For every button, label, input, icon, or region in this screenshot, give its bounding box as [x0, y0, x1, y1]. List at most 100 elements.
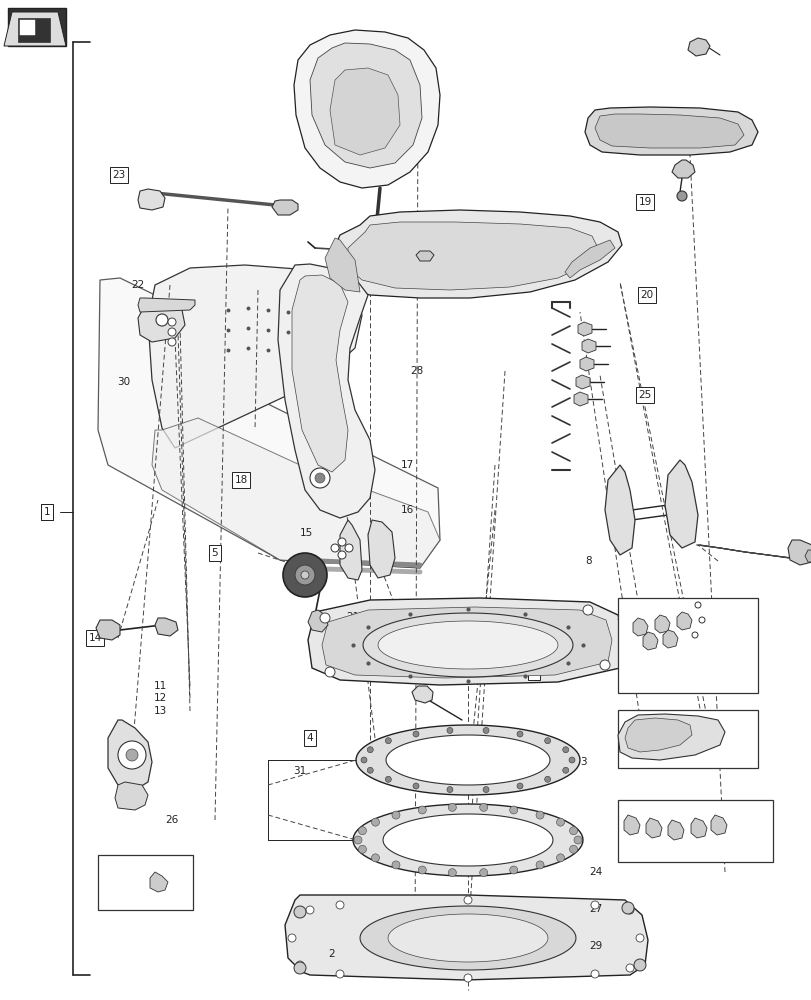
Polygon shape — [687, 38, 709, 56]
Circle shape — [337, 551, 345, 559]
Circle shape — [294, 906, 306, 918]
Polygon shape — [324, 238, 359, 292]
Polygon shape — [690, 818, 706, 838]
Polygon shape — [411, 686, 432, 703]
Circle shape — [599, 660, 609, 670]
Circle shape — [544, 738, 550, 744]
Circle shape — [336, 970, 344, 978]
Polygon shape — [348, 222, 597, 290]
Polygon shape — [573, 392, 587, 406]
Polygon shape — [654, 615, 669, 633]
Circle shape — [483, 787, 488, 793]
Text: 21: 21 — [346, 612, 359, 622]
Circle shape — [301, 571, 309, 579]
Circle shape — [168, 328, 176, 336]
Polygon shape — [285, 895, 647, 980]
Circle shape — [691, 632, 697, 638]
Polygon shape — [617, 602, 721, 620]
Circle shape — [283, 553, 327, 597]
Circle shape — [635, 934, 643, 942]
Polygon shape — [664, 460, 697, 548]
Circle shape — [354, 836, 362, 844]
Circle shape — [392, 811, 400, 819]
Circle shape — [590, 970, 599, 978]
Polygon shape — [663, 630, 677, 648]
Circle shape — [535, 811, 543, 819]
Polygon shape — [322, 607, 611, 678]
Circle shape — [361, 757, 367, 763]
Text: 30: 30 — [118, 377, 131, 387]
Bar — [8, 8, 66, 46]
Circle shape — [320, 613, 329, 623]
Circle shape — [621, 902, 633, 914]
Circle shape — [418, 806, 426, 814]
Polygon shape — [676, 612, 691, 630]
Text: 31: 31 — [293, 766, 307, 776]
Circle shape — [367, 747, 373, 753]
Text: 23: 23 — [112, 170, 126, 180]
Bar — [98, 855, 193, 910]
Text: 20: 20 — [640, 290, 653, 300]
Text: 5: 5 — [212, 548, 218, 558]
Circle shape — [168, 318, 176, 326]
Polygon shape — [155, 618, 178, 636]
Polygon shape — [594, 114, 743, 148]
Circle shape — [331, 544, 338, 552]
Circle shape — [371, 818, 379, 826]
Circle shape — [418, 866, 426, 874]
Circle shape — [625, 906, 633, 914]
Polygon shape — [415, 251, 433, 261]
Circle shape — [569, 827, 577, 835]
Polygon shape — [307, 598, 624, 685]
Polygon shape — [356, 725, 579, 795]
Bar — [617, 710, 757, 768]
Polygon shape — [115, 782, 148, 810]
Circle shape — [590, 901, 599, 909]
Circle shape — [413, 783, 418, 789]
Polygon shape — [18, 18, 50, 42]
Circle shape — [156, 314, 168, 326]
Polygon shape — [96, 620, 120, 640]
Circle shape — [463, 974, 471, 982]
Text: 16: 16 — [400, 505, 413, 515]
Polygon shape — [633, 618, 647, 636]
Bar — [617, 598, 757, 693]
Circle shape — [446, 727, 453, 733]
Circle shape — [556, 854, 564, 862]
Text: 8: 8 — [585, 556, 591, 566]
Polygon shape — [579, 357, 594, 371]
Polygon shape — [294, 30, 440, 188]
Polygon shape — [329, 68, 400, 155]
Circle shape — [118, 741, 146, 769]
Polygon shape — [804, 550, 811, 562]
Polygon shape — [148, 265, 362, 448]
Text: 12: 12 — [153, 693, 166, 703]
Polygon shape — [584, 107, 757, 155]
Circle shape — [448, 869, 456, 877]
Polygon shape — [623, 815, 639, 835]
Circle shape — [556, 818, 564, 826]
Polygon shape — [710, 815, 726, 835]
Circle shape — [582, 605, 592, 615]
Circle shape — [694, 602, 700, 608]
Text: 24: 24 — [589, 867, 602, 877]
Polygon shape — [388, 914, 547, 962]
Text: 15: 15 — [299, 528, 312, 538]
Circle shape — [446, 787, 453, 793]
Circle shape — [294, 962, 306, 974]
Text: 29: 29 — [589, 941, 602, 951]
Circle shape — [625, 964, 633, 972]
Circle shape — [517, 731, 522, 737]
Polygon shape — [138, 189, 165, 210]
Polygon shape — [138, 300, 185, 342]
Circle shape — [562, 747, 568, 753]
Polygon shape — [138, 298, 195, 312]
Circle shape — [337, 538, 345, 546]
Circle shape — [479, 803, 487, 811]
Circle shape — [310, 468, 329, 488]
Text: 14: 14 — [88, 633, 101, 643]
Polygon shape — [604, 465, 634, 555]
Polygon shape — [667, 820, 683, 840]
Text: 27: 27 — [589, 904, 602, 914]
Polygon shape — [363, 613, 573, 677]
